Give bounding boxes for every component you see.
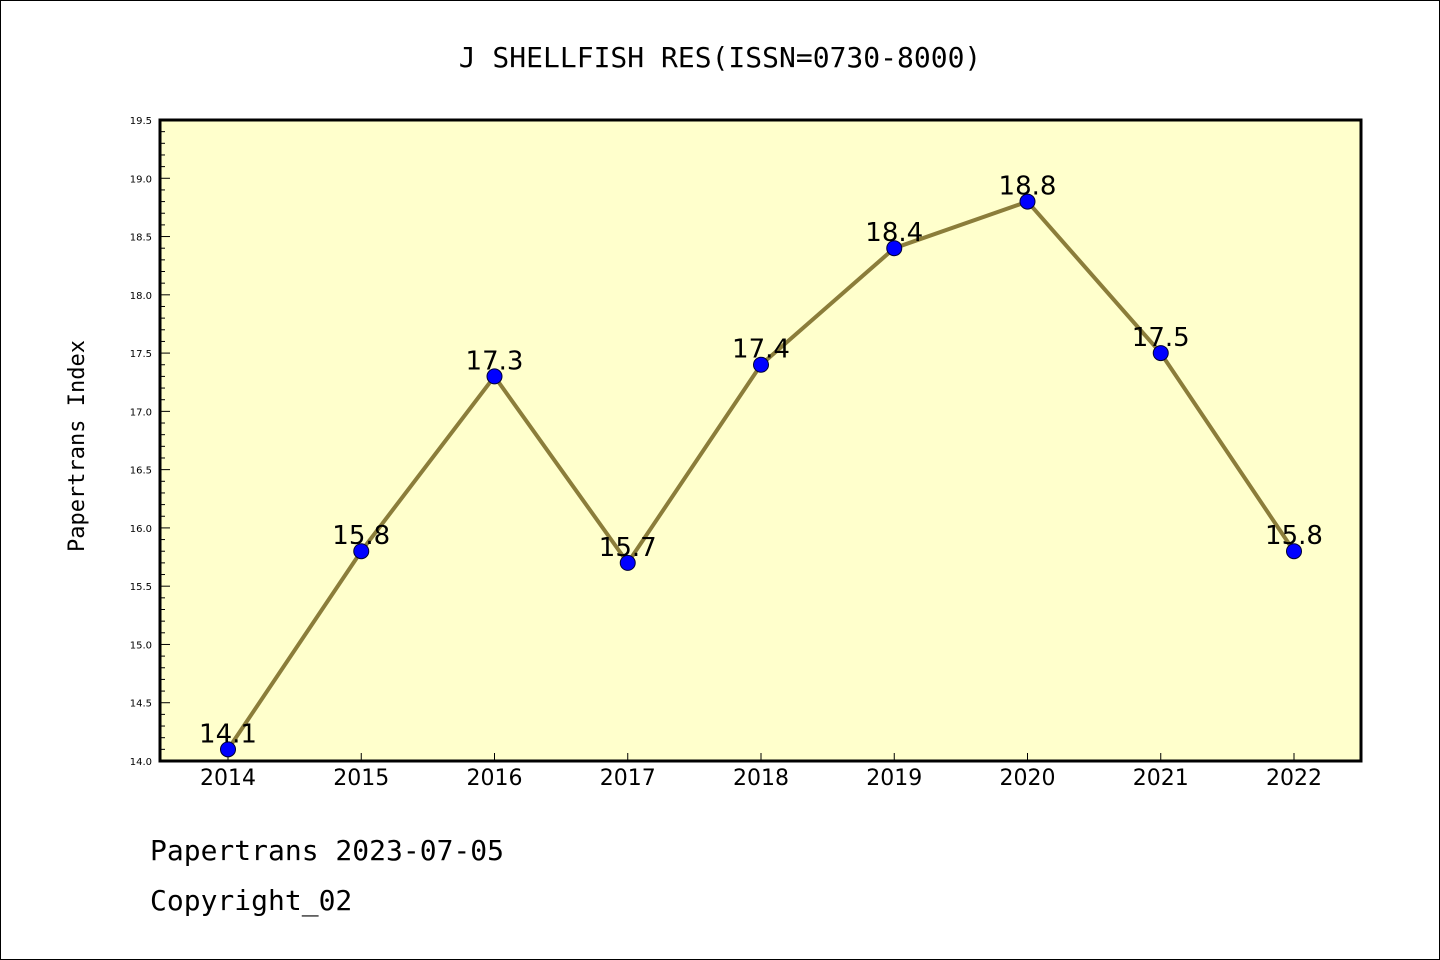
y-tick-label: 15.0	[130, 640, 152, 651]
data-points	[220, 193, 1302, 758]
data-label: 17.4	[732, 335, 790, 365]
data-labels: 14.1 15.8 17.3 15.7 17.4 18.4 18.8 17.5 15.8	[199, 172, 1323, 750]
x-tick-label: 2017	[600, 766, 656, 791]
y-tick-label: 17.0	[130, 407, 152, 418]
x-tick-label: 2020	[1000, 766, 1056, 791]
x-tick-label: 2015	[333, 766, 389, 791]
y-tick-label: 18.5	[130, 233, 152, 244]
y-tick-label: 14.5	[130, 699, 152, 710]
y-tick-label: 19.0	[130, 174, 152, 185]
plot-border	[158, 118, 1363, 763]
data-label: 15.7	[599, 533, 657, 563]
data-point	[753, 356, 769, 373]
data-label: 17.3	[466, 346, 524, 376]
data-point	[220, 741, 236, 758]
y-tick-label: 16.0	[130, 524, 152, 535]
x-tick-label: 2021	[1133, 766, 1189, 791]
x-tick-label: 2016	[467, 766, 523, 791]
data-point	[619, 554, 636, 571]
data-point	[353, 543, 370, 560]
x-tick-label: 2018	[733, 766, 789, 791]
data-label: 18.8	[999, 172, 1057, 202]
data-point	[1019, 193, 1036, 210]
data-point	[886, 240, 903, 257]
plot-area	[160, 120, 1361, 761]
data-label: 14.1	[199, 719, 257, 749]
y-tick-label: 19.5	[130, 116, 152, 127]
data-label: 17.5	[1132, 323, 1190, 353]
data-point	[1286, 543, 1302, 560]
chart-title: J SHELLFISH RES(ISSN=0730-8000)	[459, 41, 982, 74]
x-tick-label: 2022	[1266, 766, 1322, 791]
y-tick-label: 14.0	[130, 757, 152, 768]
x-tick-label: 2019	[866, 766, 922, 791]
data-label: 15.8	[332, 521, 390, 551]
footer-copyright: Copyright_02	[150, 884, 353, 917]
x-tick-label: 2014	[200, 766, 256, 791]
y-axis-label: Papertrans Index	[65, 340, 90, 552]
data-label: 15.8	[1265, 521, 1323, 551]
y-tick-label: 17.5	[130, 349, 152, 360]
y-tick-label: 15.5	[130, 582, 152, 593]
y-tick-label: 18.0	[130, 291, 152, 302]
data-point	[1152, 345, 1169, 362]
data-label: 18.4	[865, 218, 923, 248]
y-tick-label: 16.5	[130, 466, 152, 477]
data-point	[486, 368, 503, 385]
x-axis: 2014 2015 2016 2017 2018 2019 2020 2021 2022	[200, 753, 1322, 791]
footer-date: Papertrans 2023-07-05	[150, 834, 505, 867]
